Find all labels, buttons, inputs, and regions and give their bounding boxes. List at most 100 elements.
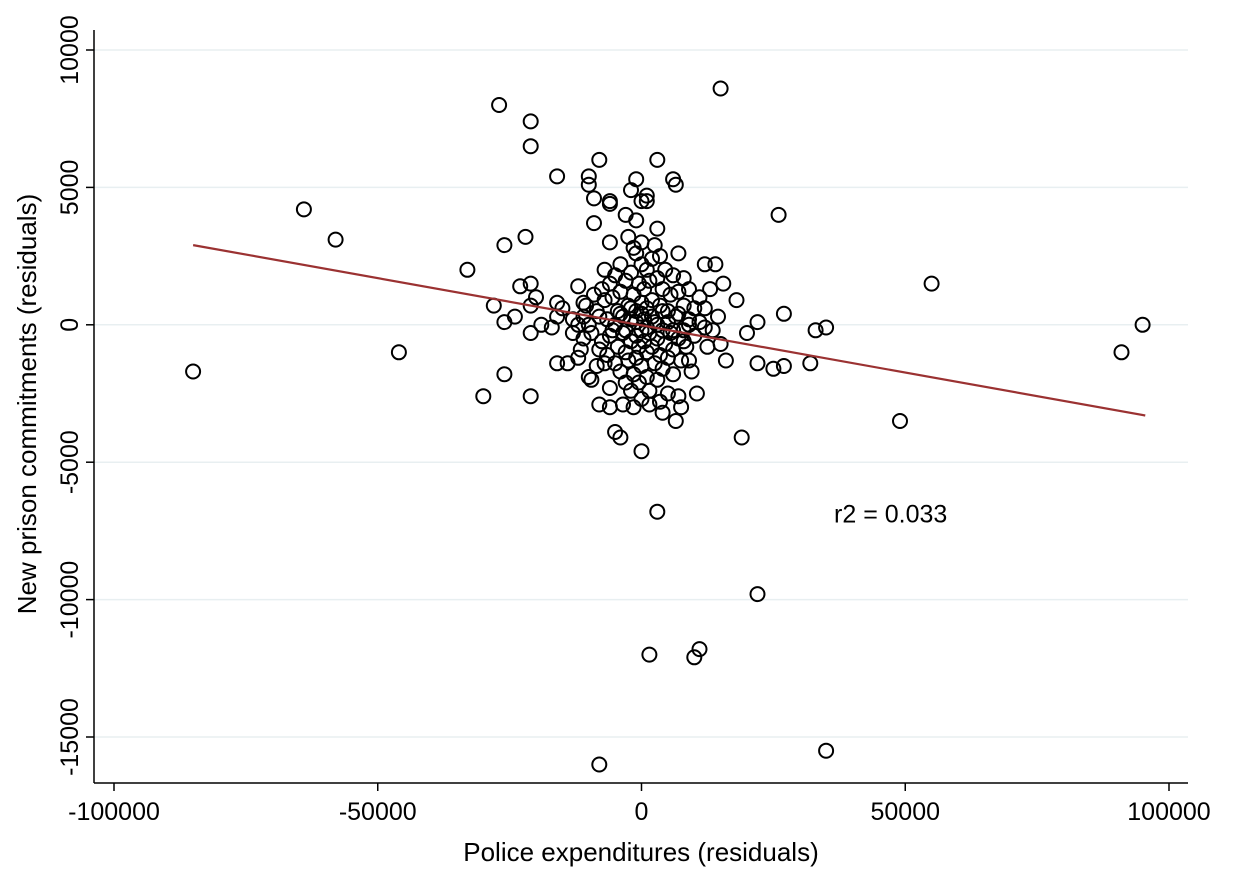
data-point [675, 297, 692, 314]
data-point [1134, 316, 1151, 333]
data-point [652, 248, 668, 265]
data-point [654, 281, 671, 298]
y-tick-label: -15000 [56, 698, 84, 776]
data-point [892, 413, 908, 429]
data-point [691, 314, 708, 331]
data-point [807, 322, 824, 339]
data-point [580, 168, 597, 185]
data-point [583, 325, 600, 341]
data-point [802, 355, 819, 372]
data-point [665, 366, 682, 383]
data-point [683, 363, 700, 380]
data-point [638, 193, 655, 210]
data-point [459, 261, 476, 278]
data-point [570, 278, 587, 295]
data-point [522, 113, 539, 130]
data-point [612, 256, 629, 273]
data-point [681, 281, 697, 298]
data-point [715, 275, 732, 292]
data-point [641, 272, 658, 289]
data-point [599, 347, 616, 363]
data-point [633, 305, 650, 322]
data-point [686, 649, 703, 666]
data-point [591, 341, 608, 358]
x-tick-label: 0 [635, 798, 649, 826]
data-point [596, 292, 613, 309]
x-axis-title: Police expenditures (residuals) [463, 837, 819, 867]
data-point [620, 352, 637, 369]
data-point [636, 281, 653, 298]
data-point [652, 393, 668, 410]
data-point [522, 388, 539, 405]
data-point [575, 330, 592, 347]
data-point [591, 151, 608, 168]
data-point [675, 333, 692, 350]
y-tick-label: 5000 [56, 160, 84, 216]
data-point [599, 311, 616, 328]
data-point [696, 300, 713, 317]
data-point [593, 333, 610, 350]
data-point [609, 338, 626, 355]
data-point [644, 292, 660, 309]
data-point [588, 358, 605, 374]
data-point [612, 429, 629, 446]
data-point [512, 278, 529, 295]
data-point [670, 245, 687, 262]
data-point [665, 267, 682, 284]
data-point [522, 138, 539, 155]
data-point [549, 168, 566, 185]
data-point [533, 316, 550, 333]
data-point [327, 231, 344, 248]
data-point [749, 586, 766, 603]
data-point [591, 396, 608, 413]
data-point [696, 256, 713, 273]
data-point [580, 369, 597, 385]
data-point [673, 399, 690, 416]
r2-annotation: r2 = 0.033 [834, 501, 947, 529]
data-point [681, 316, 697, 333]
data-point [733, 429, 750, 446]
data-point [667, 176, 684, 193]
data-point [717, 352, 734, 369]
data-point [749, 355, 766, 372]
x-tick-label: 100000 [1127, 798, 1210, 826]
data-point [641, 396, 658, 413]
data-point [491, 97, 508, 113]
data-point [659, 303, 676, 320]
x-tick-label: -50000 [339, 798, 417, 826]
data-point [818, 742, 835, 759]
data-point [496, 237, 513, 254]
data-point [739, 325, 755, 341]
data-point [712, 336, 729, 352]
data-point [596, 355, 613, 372]
x-tick-label: -100000 [68, 798, 160, 826]
data-point [633, 443, 650, 460]
data-point [775, 305, 792, 322]
data-point [649, 316, 666, 333]
data-point [570, 316, 587, 333]
fit-line [192, 244, 1146, 417]
y-axis-title: New prison commitments (residuals) [12, 194, 42, 614]
data-point [649, 220, 666, 237]
data-point [625, 399, 642, 416]
data-point [554, 300, 571, 317]
data-point [601, 380, 618, 396]
data-point [506, 308, 523, 325]
data-point [699, 338, 716, 355]
data-point [1113, 344, 1130, 361]
data-point [625, 239, 642, 256]
data-point [593, 281, 610, 298]
data-point [691, 641, 708, 658]
data-point [572, 341, 589, 358]
data-point [818, 319, 835, 336]
y-tick-label: -5000 [56, 430, 84, 494]
data-point [623, 382, 639, 399]
y-tick-label: 10000 [56, 15, 84, 85]
data-point [646, 355, 663, 372]
fit-line-group [192, 244, 1146, 417]
data-point [638, 187, 655, 204]
data-point [475, 388, 492, 405]
data-point [662, 286, 679, 303]
